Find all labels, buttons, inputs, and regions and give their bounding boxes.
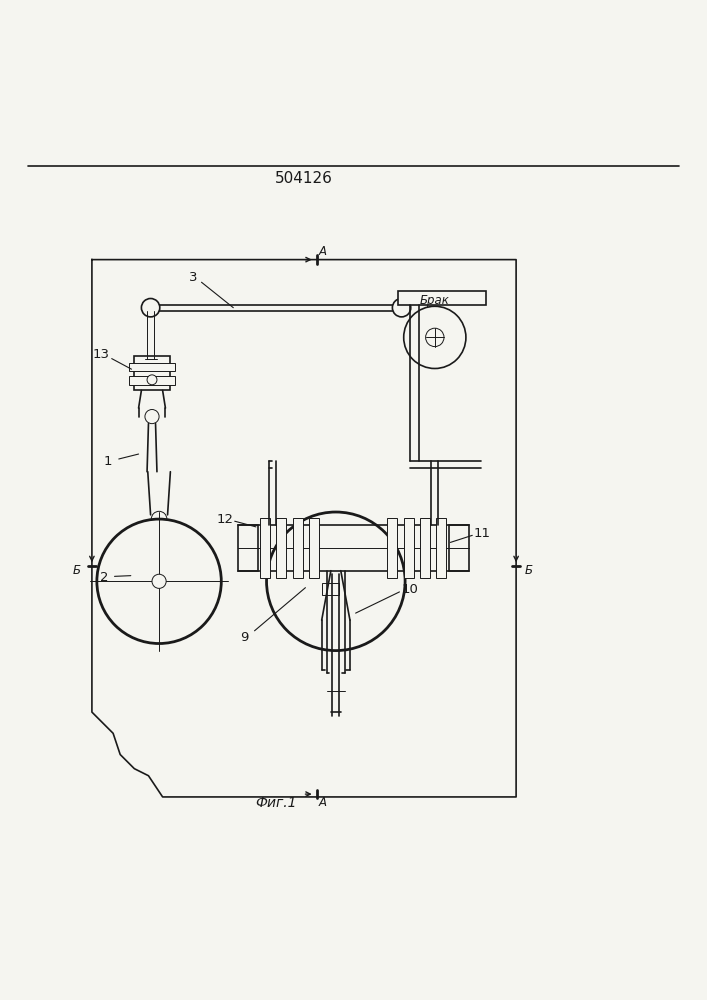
Bar <box>449 525 469 571</box>
Bar <box>322 583 339 595</box>
Circle shape <box>404 306 466 368</box>
Bar <box>420 518 430 578</box>
Bar <box>129 363 175 371</box>
Bar <box>293 518 303 578</box>
Bar <box>129 376 175 385</box>
Bar <box>436 518 446 578</box>
Text: 11: 11 <box>474 527 491 540</box>
Bar <box>134 356 170 390</box>
Circle shape <box>145 410 159 424</box>
Text: 504126: 504126 <box>275 171 333 186</box>
Circle shape <box>141 299 160 317</box>
Text: Б: Б <box>525 564 533 577</box>
Text: 3: 3 <box>189 271 197 284</box>
Circle shape <box>147 375 157 385</box>
Circle shape <box>267 512 405 651</box>
Text: 10: 10 <box>402 583 419 596</box>
Text: Брак: Брак <box>420 294 450 307</box>
Bar <box>404 518 414 578</box>
Text: 13: 13 <box>93 348 110 361</box>
Circle shape <box>97 519 221 644</box>
Text: А: А <box>318 245 327 258</box>
Text: Б: Б <box>72 564 81 577</box>
Text: Фиг.1: Фиг.1 <box>255 796 296 810</box>
Text: 9: 9 <box>240 631 248 644</box>
Bar <box>387 518 397 578</box>
Bar <box>276 518 286 578</box>
Text: 2: 2 <box>100 571 108 584</box>
Text: 1: 1 <box>104 455 112 468</box>
Circle shape <box>392 299 411 317</box>
Text: А: А <box>318 796 327 809</box>
Bar <box>398 291 486 305</box>
Bar <box>238 525 258 571</box>
Circle shape <box>152 574 166 588</box>
Text: 12: 12 <box>216 513 233 526</box>
Bar <box>309 518 319 578</box>
Circle shape <box>151 511 167 527</box>
Bar <box>260 518 270 578</box>
